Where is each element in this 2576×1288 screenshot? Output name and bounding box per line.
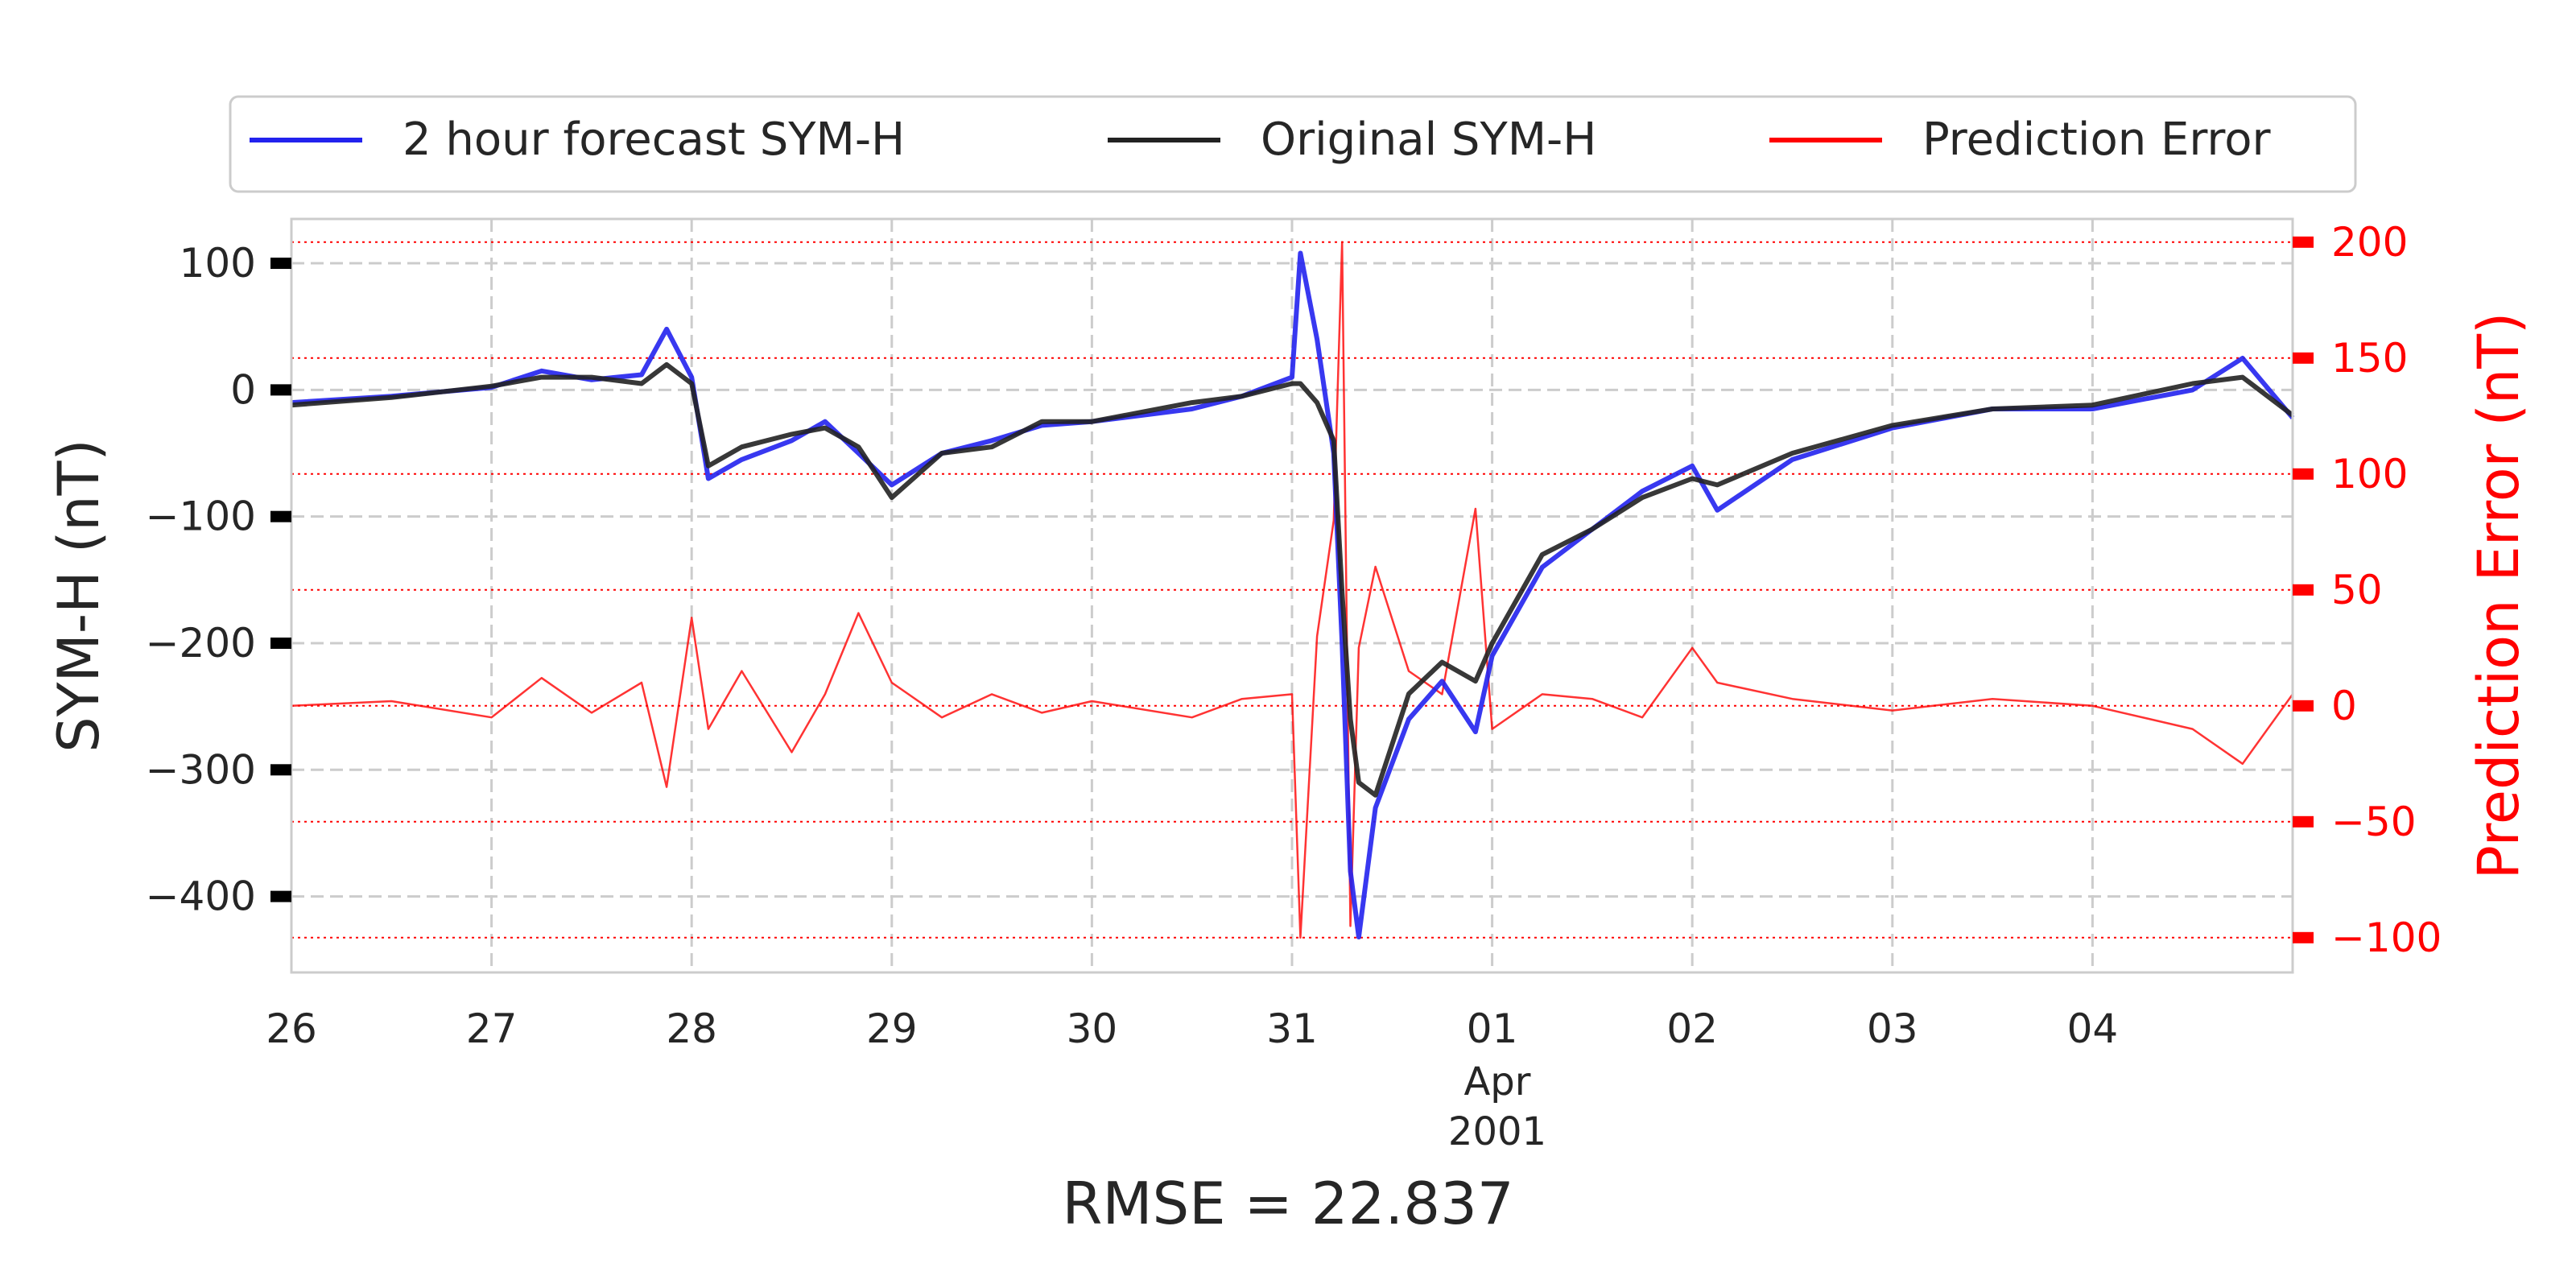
x-tick-label: 26 xyxy=(266,1005,317,1052)
y-right-tick-label: −50 xyxy=(2331,799,2417,845)
x-tick-label: 01 xyxy=(1467,1005,1518,1052)
series-layer xyxy=(291,241,2295,939)
y-right-tick-label: 0 xyxy=(2331,683,2357,729)
x-axis-year-sublabel: 2001 xyxy=(1448,1109,1546,1154)
y-left-tick-label: −200 xyxy=(146,620,256,667)
legend-entry-error: Prediction Error xyxy=(1769,114,2271,166)
axis-ticks: 26 27 28 29 30 31 01 02 03 04 100 0 −100 −200 −300 −400… xyxy=(146,219,2442,1052)
y-right-tick-mark xyxy=(2293,700,2314,712)
x-tick-label: 03 xyxy=(1867,1005,1918,1052)
y-right-tick-mark xyxy=(2293,236,2314,248)
x-tick-label: 04 xyxy=(2067,1005,2119,1052)
rmse-annotation: RMSE = 22.837 xyxy=(1062,1170,1513,1237)
y-left-tick-mark xyxy=(270,258,291,270)
legend-entry-forecast: 2 hour forecast SYM-H xyxy=(250,114,905,166)
y-left-tick-label: 100 xyxy=(180,240,256,287)
legend-box xyxy=(229,95,2357,193)
y-axis-left-label: SYM-H (nT) xyxy=(46,439,112,752)
y-right-tick-label: 200 xyxy=(2331,219,2408,266)
x-tick-label: 02 xyxy=(1666,1005,1718,1052)
plot-frame xyxy=(290,217,2294,974)
legend: 2 hour forecast SYM-H Original SYM-H Pre… xyxy=(229,95,2357,193)
y-right-tick-label: 150 xyxy=(2331,335,2408,382)
legend-entry-original: Original SYM-H xyxy=(1108,114,1596,166)
x-tick-label: 31 xyxy=(1266,1005,1318,1052)
y-right-tick-mark xyxy=(2293,815,2314,828)
y-left-tick-label: −100 xyxy=(146,493,256,540)
y-right-tick-mark xyxy=(2293,468,2314,480)
x-axis-month-sublabel: Apr xyxy=(1463,1059,1530,1104)
x-tick-label: 28 xyxy=(666,1005,717,1052)
y-left-tick-mark xyxy=(270,637,291,649)
y-right-tick-label: −100 xyxy=(2331,914,2442,961)
y-left-tick-label: 0 xyxy=(230,366,256,413)
y-right-tick-mark xyxy=(2293,584,2314,596)
y-left-tick-label: −400 xyxy=(146,873,256,920)
y-axis-right-label: Prediction Error (nT) xyxy=(2466,312,2532,880)
y-left-tick-mark xyxy=(270,384,291,396)
y-left-tick-label: −300 xyxy=(146,746,256,793)
x-tick-label: 30 xyxy=(1067,1005,1118,1052)
legend-label-forecast: 2 hour forecast SYM-H xyxy=(402,114,905,166)
x-tick-label: 29 xyxy=(866,1005,918,1052)
y-right-tick-mark xyxy=(2293,352,2314,364)
y-left-tick-mark xyxy=(270,764,291,776)
x-tick-label: 27 xyxy=(466,1005,518,1052)
series-error-line xyxy=(291,241,2294,939)
legend-label-error: Prediction Error xyxy=(1922,114,2271,166)
y-left-tick-mark xyxy=(270,510,291,522)
y-right-tick-label: 50 xyxy=(2331,567,2383,613)
series-original-line xyxy=(291,361,2294,798)
y-right-tick-mark xyxy=(2293,931,2314,943)
y-left-tick-mark xyxy=(270,890,291,902)
y-right-tick-label: 100 xyxy=(2331,451,2408,497)
legend-label-original: Original SYM-H xyxy=(1261,114,1596,166)
